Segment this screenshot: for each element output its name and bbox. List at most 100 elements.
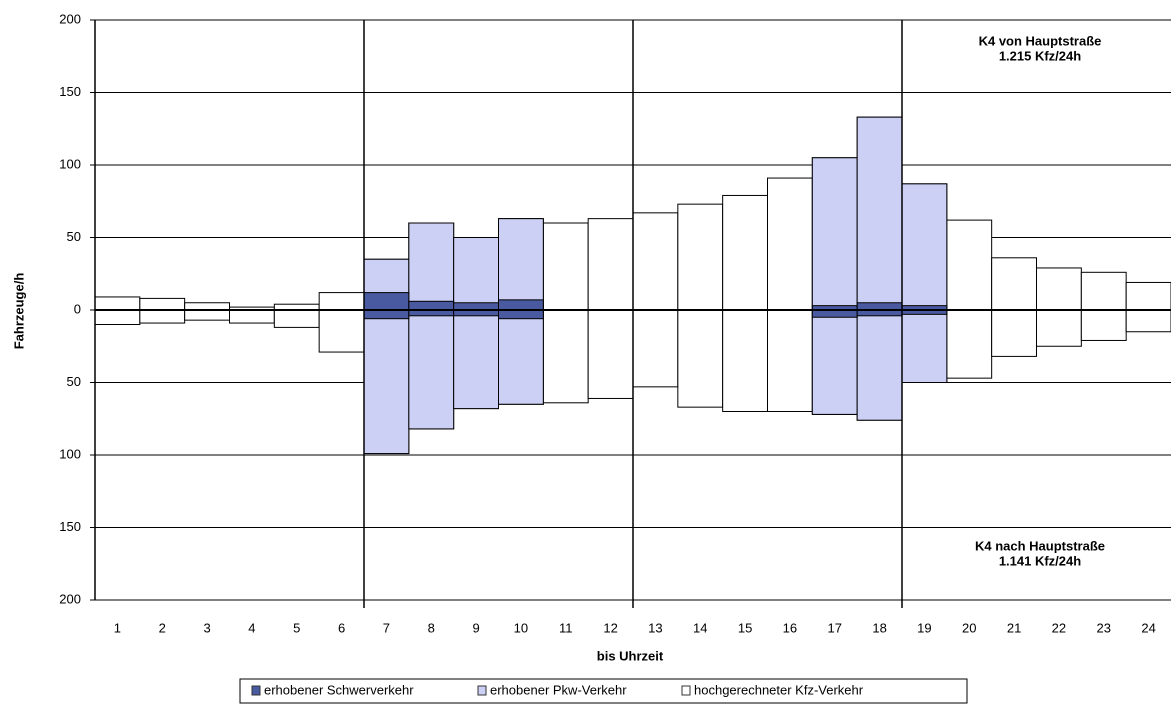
bar (363, 309, 410, 320)
x-tick-label: 12 (603, 620, 617, 635)
bar (767, 309, 813, 412)
x-tick-label: 10 (514, 620, 528, 635)
x-tick-label: 21 (1007, 620, 1021, 635)
x-axis-label: bis Uhrzeit (597, 648, 664, 663)
bar (946, 219, 993, 311)
y-tick-label: 150 (59, 84, 81, 99)
bar (632, 212, 679, 311)
bar (991, 309, 1038, 357)
legend-label: hochgerechneter Kfz-Verkehr (694, 682, 864, 697)
x-tick-label: 5 (293, 620, 300, 635)
bar (722, 194, 769, 311)
x-tick-label: 15 (738, 620, 752, 635)
legend-box (239, 678, 968, 704)
bar (811, 309, 858, 415)
x-tick-label: 23 (1097, 620, 1111, 635)
x-tick-label: 6 (338, 620, 345, 635)
bar (498, 299, 544, 311)
x-tick-label: 24 (1141, 620, 1155, 635)
x-tick-label: 17 (828, 620, 842, 635)
bar (632, 309, 679, 388)
bar (542, 309, 589, 404)
annotation: 1.215 Kfz/24h (999, 48, 1081, 63)
annotation: K4 von Hauptstraße (979, 33, 1102, 48)
bar (229, 309, 275, 324)
x-tick-label: 3 (203, 620, 210, 635)
x-tick-label: 8 (428, 620, 435, 635)
legend-label: erhobener Schwerverkehr (264, 682, 414, 697)
bar (1080, 309, 1127, 341)
bar (1125, 309, 1171, 333)
bar (498, 218, 544, 311)
bar (677, 309, 724, 408)
bar (139, 297, 186, 311)
y-tick-label: 50 (67, 374, 81, 389)
bar (453, 302, 499, 311)
bar (273, 309, 320, 328)
bar (94, 309, 141, 325)
x-tick-label: 1 (114, 620, 121, 635)
bar (184, 302, 231, 311)
bar (856, 309, 903, 421)
bar (542, 222, 589, 311)
bar (1080, 271, 1127, 311)
bar (94, 296, 141, 311)
x-tick-label: 13 (648, 620, 662, 635)
bar (811, 157, 858, 311)
bar (318, 309, 365, 353)
bar (587, 218, 634, 311)
legend-swatch (477, 685, 487, 696)
bar (767, 177, 813, 311)
bar (453, 237, 499, 311)
bar (946, 309, 993, 379)
bar (139, 309, 186, 324)
bar (408, 222, 455, 311)
x-tick-label: 4 (248, 620, 255, 635)
bar (453, 309, 499, 410)
y-tick-label: 200 (59, 591, 81, 606)
bar (901, 309, 948, 383)
bar (498, 309, 544, 405)
bar (318, 292, 365, 311)
bar (498, 309, 544, 320)
x-tick-label: 7 (383, 620, 390, 635)
y-tick-label: 100 (59, 156, 81, 171)
legend-label: erhobener Pkw-Verkehr (490, 682, 627, 697)
y-tick-label: 0 (74, 301, 81, 316)
bar (722, 309, 769, 412)
x-tick-label: 16 (783, 620, 797, 635)
bar (408, 309, 455, 430)
y-tick-label: 100 (59, 446, 81, 461)
bar (677, 203, 724, 311)
bar (991, 257, 1038, 311)
x-tick-label: 2 (159, 620, 166, 635)
x-tick-label: 19 (917, 620, 931, 635)
x-tick-label: 9 (472, 620, 479, 635)
bar (901, 183, 948, 311)
x-tick-label: 14 (693, 620, 707, 635)
x-tick-label: 11 (559, 620, 573, 635)
bar (363, 292, 410, 311)
bar (184, 309, 231, 321)
legend-swatch (681, 685, 691, 696)
legend-swatch (251, 685, 261, 696)
x-tick-label: 20 (962, 620, 976, 635)
bar (1036, 267, 1082, 311)
bar (1036, 309, 1082, 347)
bar (363, 309, 410, 455)
bar (587, 309, 634, 399)
bar (811, 309, 858, 318)
y-tick-label: 150 (59, 519, 81, 534)
bar (856, 116, 903, 311)
x-tick-label: 22 (1052, 620, 1066, 635)
bar (856, 302, 903, 311)
y-tick-label: 200 (59, 11, 81, 26)
annotation: K4 nach Hauptstraße (975, 538, 1105, 553)
bar (1125, 281, 1171, 311)
y-axis-label: Fahrzeuge/h (11, 273, 26, 350)
annotation: 1.141 Kfz/24h (999, 553, 1081, 568)
x-tick-label: 18 (872, 620, 886, 635)
bar (408, 300, 455, 311)
y-tick-label: 50 (67, 229, 81, 244)
